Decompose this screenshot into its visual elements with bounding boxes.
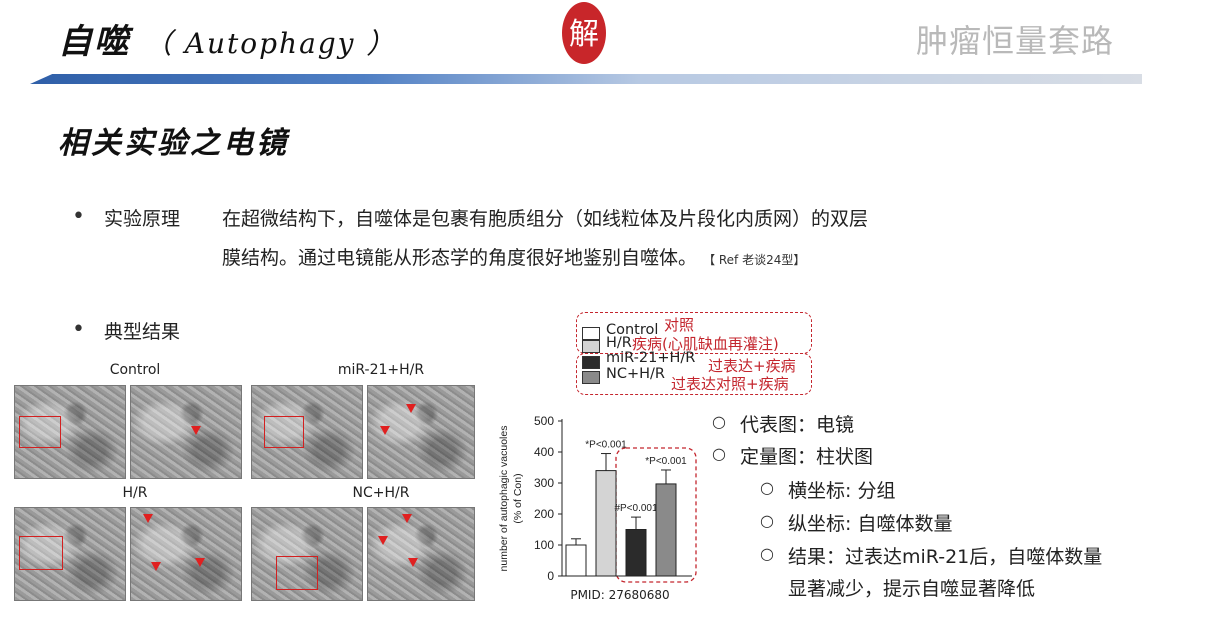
y-tick-label: 500 [534,414,554,428]
section-subtitle: 相关实验之电镜 [58,126,289,161]
red-arrow-icon [406,404,416,413]
legend-swatch-control [582,327,600,340]
brand-text: 肿瘤恒量套路 [916,22,1115,60]
y-tick-label: 300 [534,476,554,490]
y-tick-label: 200 [534,507,554,521]
principle-line2: 膜结构。通过电镜能从形态学的角度很好地鉴别自噬体。 【 Ref 老谈24型】 [222,243,805,270]
em-label-control: Control [109,362,161,378]
circle-bullet-icon: ○ [712,412,726,431]
title-underline-bar [30,74,1142,84]
legend-note-control: 对照 [664,316,695,334]
principle-line1: 在超微结构下，自噬体是包裹有胞质组分（如线粒体及片段化内质网）的双层 [222,208,869,230]
note-x-axis: 横坐标: 分组 [788,480,896,502]
legend-swatch-nc [582,371,600,384]
title-en: （ Autophagy ） [143,27,397,60]
bullet-dot: • [72,204,85,229]
red-arrow-icon [408,558,418,567]
em-image-nc-low [251,507,363,601]
em-image-control-high [130,385,242,479]
circle-bullet-icon: ○ [760,478,774,497]
note-quantitative: 定量图：柱状图 [740,446,874,468]
red-arrow-icon [378,536,388,545]
note-y-axis: 纵坐标: 自噬体数量 [788,513,953,535]
legend-swatch-mir [582,356,600,369]
bar-3 [655,483,677,577]
title-cn: 自噬 [58,22,130,62]
note-representative: 代表图：电镜 [740,414,855,436]
legend-label-nc: NC+H/R [606,366,665,382]
circle-bullet-icon: ○ [712,444,726,463]
roi-box [264,416,304,448]
legend-swatch-hr [582,340,600,353]
red-arrow-icon [195,558,205,567]
red-arrow-icon [191,426,201,435]
bar-1 [595,470,617,577]
circle-bullet-icon: ○ [760,544,774,563]
red-arrow-icon [151,562,161,571]
note-result-line2: 显著减少，提示自噬显著降低 [788,578,1036,600]
em-image-mir-high [367,385,475,479]
roi-box [276,556,318,590]
em-image-control-low [14,385,126,479]
significance-label: *P<0.001 [645,456,687,467]
em-label-hr: H/R [122,485,148,501]
slide-title: 自噬 （ Autophagy ） [58,14,396,63]
y-axis-label: number of autophagic vacuoles [498,426,510,572]
result-label: 典型结果 [104,321,181,343]
legend-highlight-bottom [576,353,812,395]
em-label-mir: miR-21+H/R [337,362,425,378]
seal-char: 解 [569,17,599,52]
principle-label: 实验原理 [104,208,181,230]
circle-bullet-icon: ○ [760,511,774,530]
legend-note-hr: 疾病(心肌缺血再灌注) [632,335,779,353]
legend-label-mir: miR-21+H/R [606,350,696,366]
y-tick-label: 100 [534,538,554,552]
y-axis-label-unit: (% of Con) [512,473,524,523]
note-result-line1: 结果：过表达miR-21后，自噬体数量 [788,546,1103,568]
red-arrow-icon [143,514,153,523]
seal-logo: 解 [562,2,606,64]
roi-box [19,536,63,570]
bar-2 [625,529,647,577]
red-arrow-icon [402,514,412,523]
legend-label-hr: H/R [606,335,632,351]
legend-label-control: Control [606,322,659,338]
em-image-mir-low [251,385,363,479]
bar-0 [565,544,587,577]
y-tick-label: 400 [534,445,554,459]
pmid-label: PMID: 27680680 [570,588,670,602]
legend-note-nc: 过表达对照+疾病 [671,375,789,393]
em-label-nc: NC+H/R [352,485,410,501]
y-tick-label: 0 [547,569,554,583]
bullet-dot: • [72,317,85,342]
significance-label: *P<0.001 [585,440,627,451]
em-image-hr-high [130,507,242,601]
red-arrow-icon [380,426,390,435]
bar-chart: 0 100 200 300 400 500 number of autophagic vac… [498,414,697,583]
principle-text: 膜结构。通过电镜能从形态学的角度很好地鉴别自噬体。 [222,247,698,269]
roi-box [19,416,61,448]
significance-label: #P<0.001 [614,503,658,514]
em-image-nc-high [367,507,475,601]
ref-note: 【 Ref 老谈24型】 [703,253,806,267]
em-image-hr-low [14,507,126,601]
legend-note-mir: 过表达+疾病 [708,357,796,375]
